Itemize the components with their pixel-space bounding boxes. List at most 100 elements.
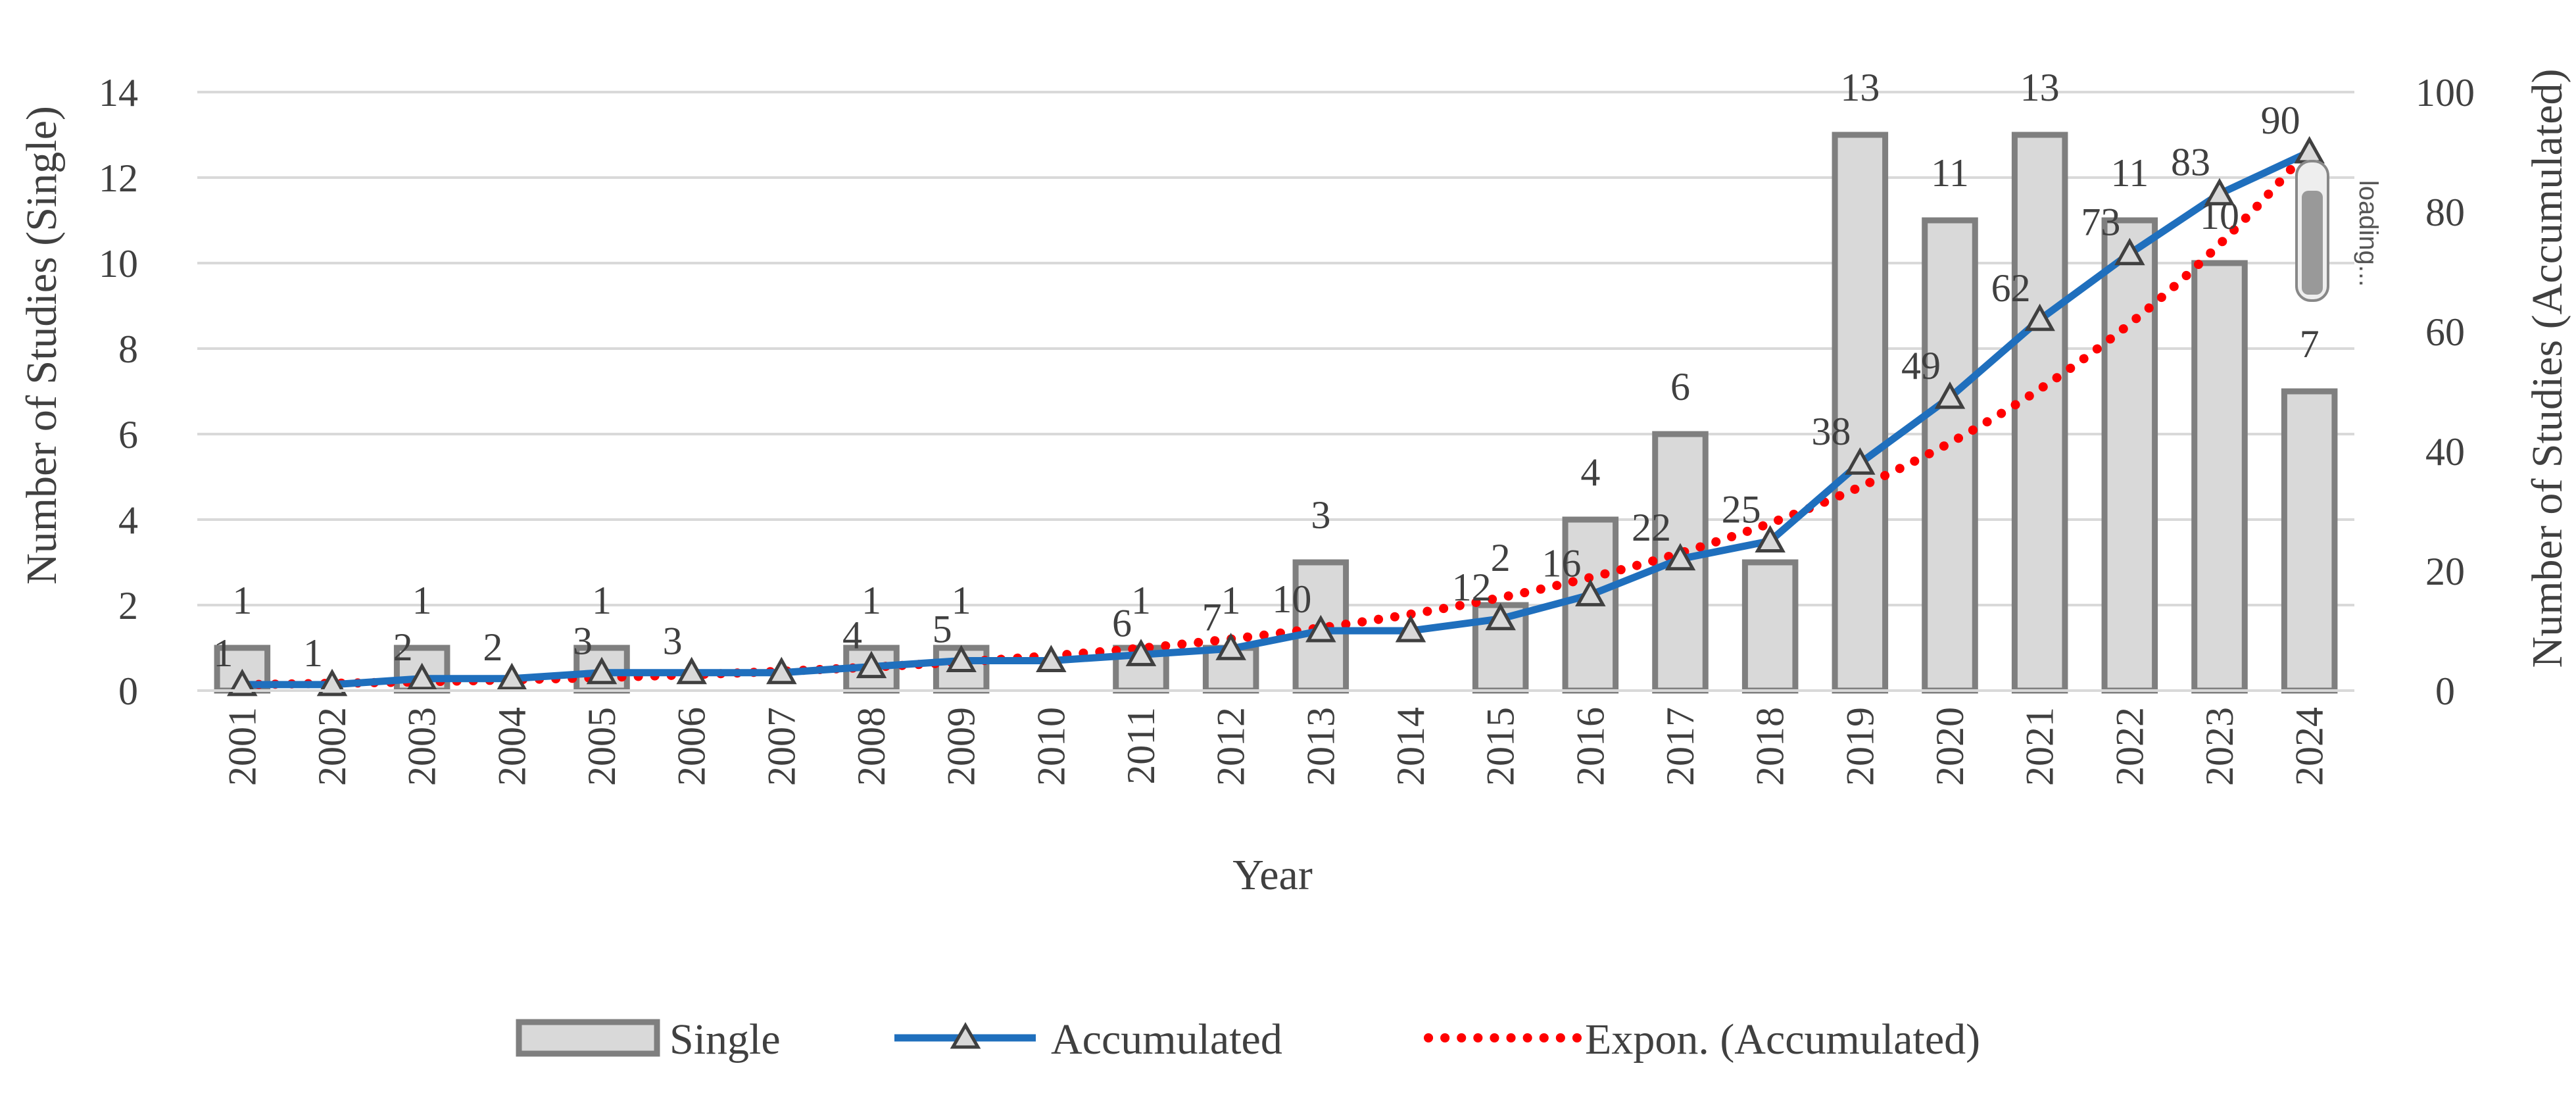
- marker-2020: [1934, 381, 1966, 409]
- x-tick-label-2010: 2010: [1029, 707, 1073, 786]
- bar-2024: [2281, 388, 2338, 694]
- bar-label-2019: 13: [1840, 66, 1880, 109]
- marker-2001: [227, 668, 258, 697]
- bar-label-2016: 4: [1580, 451, 1600, 494]
- bar-label-2023: 10: [2200, 194, 2239, 237]
- left-axis-ticks: 0 2 4 6 8 10 12 14: [99, 71, 138, 713]
- bar-label-2022: 11: [2110, 151, 2149, 195]
- marker-2023: [2204, 178, 2235, 206]
- y2-tick-label: 0: [2435, 670, 2455, 713]
- gridlines: [197, 91, 2354, 606]
- marker-2011: [1125, 639, 1157, 666]
- line-label-2001: 1: [213, 631, 233, 675]
- y-axis-title: Number of Studies (Single): [18, 106, 66, 585]
- bar-2018: [1741, 559, 1799, 694]
- marker-2019: [1845, 447, 1876, 475]
- bar-label-2015: 2: [1491, 536, 1511, 579]
- line-label-2009: 5: [933, 608, 952, 651]
- y2-tick-label: 100: [2416, 71, 2475, 114]
- bar-label-2008: 1: [862, 579, 881, 622]
- marker-2007: [766, 656, 797, 685]
- y-tick-label: 10: [99, 242, 138, 285]
- y-tick-label: 0: [118, 670, 138, 713]
- x-tick-label-2016: 2016: [1568, 707, 1612, 786]
- marker-2013: [1305, 614, 1336, 643]
- x-tick-label-2005: 2005: [580, 707, 623, 786]
- line-label-2003: 2: [393, 625, 413, 669]
- x-tick-label-2023: 2023: [2198, 707, 2241, 786]
- line-label-2021: 62: [1991, 266, 2031, 310]
- line-label-2013: 10: [1272, 577, 1311, 621]
- trendline: [237, 143, 2314, 689]
- y-tick-label: 4: [118, 499, 138, 542]
- y-tick-label: 14: [99, 71, 138, 114]
- x-tick-label-2017: 2017: [1659, 707, 1702, 786]
- line-label-2006: 3: [663, 620, 683, 663]
- line-label-2022: 73: [2081, 201, 2120, 244]
- line-label-2018: 25: [1722, 488, 1761, 531]
- x-tick-label-2007: 2007: [760, 707, 803, 786]
- legend-single-swatch: [516, 1019, 660, 1057]
- marker-2012: [1215, 633, 1246, 660]
- legend-accumulated-marker-icon: [950, 1021, 981, 1049]
- accumulated-polyline: [242, 149, 2312, 689]
- x-tick-label-2008: 2008: [850, 707, 893, 786]
- legend: Single Accumulated Expon. (Accumulated): [516, 1015, 1980, 1064]
- bar-label-2017: 6: [1670, 365, 1690, 408]
- loading-indicator: loading...: [2295, 160, 2383, 302]
- marker-2018: [1755, 525, 1786, 552]
- x-axis-title: Year: [1232, 851, 1313, 899]
- marker-2017: [1665, 543, 1696, 571]
- trendline-path: [237, 143, 2314, 689]
- marker-2005: [586, 656, 618, 685]
- right-axis-ticks: 0 20 40 60 80 100: [2416, 71, 2475, 713]
- marker-2024: [2294, 135, 2325, 164]
- legend-accumulated-label: Accumulated: [1051, 1015, 1282, 1064]
- x-tick-label-2001: 2001: [220, 707, 264, 786]
- bar-label-2011: 1: [1131, 579, 1151, 622]
- legend-trend-label: Expon. (Accumulated): [1585, 1015, 1980, 1064]
- bar-label-2024: 7: [2300, 322, 2320, 366]
- marker-2015: [1485, 602, 1516, 631]
- marker-2016: [1575, 579, 1606, 606]
- y2-tick-label: 80: [2425, 191, 2465, 234]
- marker-2014: [1395, 614, 1426, 643]
- marker-2006: [676, 656, 707, 685]
- bar-2021: [2011, 132, 2068, 694]
- x-tick-label-2019: 2019: [1838, 707, 1882, 786]
- x-tick-label-2018: 2018: [1749, 707, 1792, 786]
- x-tick-label-2012: 2012: [1209, 707, 1253, 786]
- y-tick-label: 12: [99, 157, 138, 200]
- bar-label-2012: 1: [1221, 579, 1241, 622]
- marker-2008: [856, 650, 887, 679]
- x-tick-label-2004: 2004: [490, 707, 533, 786]
- x-tick-label-2009: 2009: [940, 707, 983, 786]
- line-label-2019: 38: [1811, 410, 1851, 453]
- line-label-2017: 22: [1632, 506, 1671, 549]
- x-tick-label-2015: 2015: [1479, 707, 1522, 786]
- bar-2022: [2101, 217, 2158, 694]
- line-label-2016: 16: [1542, 541, 1581, 585]
- line-label-2024: 90: [2261, 99, 2300, 142]
- x-tick-label-2013: 2013: [1299, 707, 1342, 786]
- x-tick-label-2024: 2024: [2288, 707, 2331, 786]
- line-label-2004: 2: [483, 625, 502, 669]
- bar-label-2005: 1: [592, 579, 612, 622]
- line-label-2012: 7: [1202, 595, 1222, 639]
- x-tick-label-2014: 2014: [1389, 707, 1432, 786]
- loading-text: loading...: [2354, 180, 2383, 287]
- line-label-2002: 1: [303, 631, 323, 675]
- x-tick-label-2022: 2022: [2108, 707, 2151, 786]
- x-tick-label-2003: 2003: [401, 707, 444, 786]
- y-tick-label: 6: [118, 413, 138, 456]
- marker-2022: [2114, 237, 2145, 266]
- line-label-2015: 12: [1452, 566, 1492, 609]
- marker-2010: [1036, 645, 1067, 672]
- bar-label-2013: 3: [1311, 493, 1330, 537]
- bar-label-2021: 13: [2020, 66, 2060, 109]
- x-tick-label-2020: 2020: [1928, 707, 1972, 786]
- bar-label-2003: 1: [412, 579, 432, 622]
- marker-2021: [2024, 303, 2055, 331]
